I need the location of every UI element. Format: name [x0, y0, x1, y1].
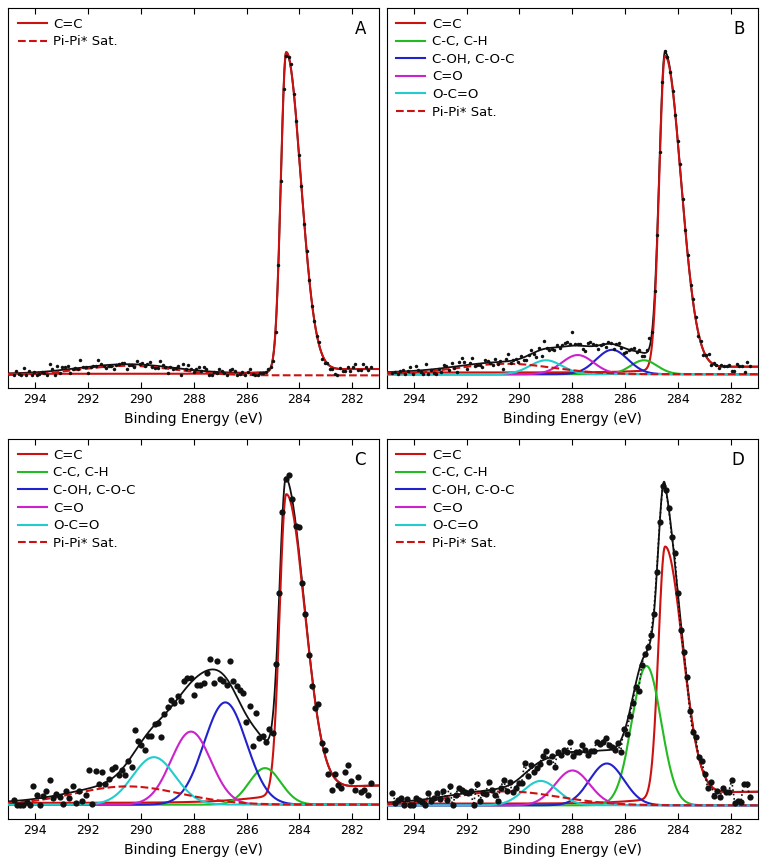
- Text: B: B: [733, 20, 745, 38]
- X-axis label: Binding Energy (eV): Binding Energy (eV): [124, 843, 263, 856]
- Legend: C=C, Pi-Pi* Sat.: C=C, Pi-Pi* Sat.: [15, 15, 120, 51]
- Text: C: C: [355, 451, 366, 469]
- X-axis label: Binding Energy (eV): Binding Energy (eV): [503, 843, 642, 856]
- Text: D: D: [732, 451, 745, 469]
- X-axis label: Binding Energy (eV): Binding Energy (eV): [503, 412, 642, 426]
- Text: A: A: [355, 20, 366, 38]
- Legend: C=C, C-C, C-H, C-OH, C-O-C, C=O, O-C=O, Pi-Pi* Sat.: C=C, C-C, C-H, C-OH, C-O-C, C=O, O-C=O, …: [394, 15, 517, 121]
- X-axis label: Binding Energy (eV): Binding Energy (eV): [124, 412, 263, 426]
- Legend: C=C, C-C, C-H, C-OH, C-O-C, C=O, O-C=O, Pi-Pi* Sat.: C=C, C-C, C-H, C-OH, C-O-C, C=O, O-C=O, …: [394, 446, 517, 553]
- Legend: C=C, C-C, C-H, C-OH, C-O-C, C=O, O-C=O, Pi-Pi* Sat.: C=C, C-C, C-H, C-OH, C-O-C, C=O, O-C=O, …: [15, 446, 138, 553]
